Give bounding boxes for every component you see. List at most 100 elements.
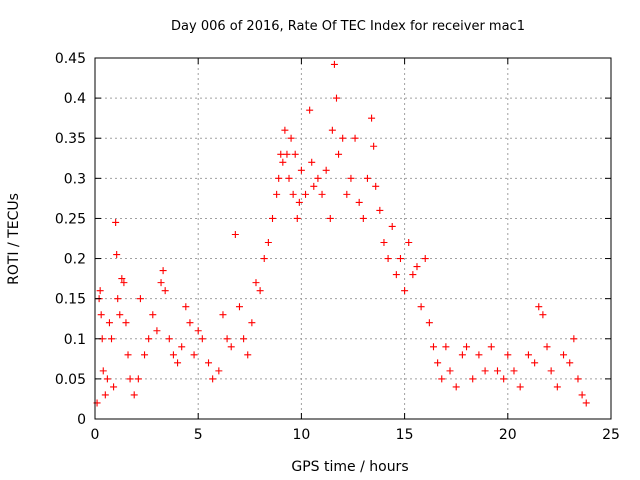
y-tick-label: 0.4 (64, 91, 86, 107)
data-point (289, 190, 297, 198)
data-point (277, 150, 285, 158)
data-point (355, 198, 363, 206)
data-point (198, 335, 206, 343)
data-point (244, 351, 252, 359)
data-point (113, 251, 121, 259)
chart-title: Day 006 of 2016, Rate Of TEC Index for r… (171, 19, 525, 34)
data-point (504, 351, 512, 359)
data-point (429, 343, 437, 351)
data-point (343, 190, 351, 198)
data-point (405, 239, 413, 247)
data-point (124, 351, 132, 359)
y-tick-label: 0.45 (55, 51, 86, 67)
data-point (281, 126, 289, 134)
data-point (149, 311, 157, 319)
data-point (434, 359, 442, 367)
data-point (231, 230, 239, 238)
data-point (535, 303, 543, 311)
data-point (370, 142, 378, 150)
data-point (108, 335, 116, 343)
data-point (235, 303, 243, 311)
data-point (105, 319, 113, 327)
data-point (136, 295, 144, 303)
data-point (500, 375, 508, 383)
data-point (493, 367, 501, 375)
data-point (264, 239, 272, 247)
data-point (516, 383, 524, 391)
data-point (578, 391, 586, 399)
data-point (421, 255, 429, 263)
x-tick-label: 25 (602, 427, 620, 443)
data-point (543, 343, 551, 351)
data-point (539, 311, 547, 319)
data-point (165, 335, 173, 343)
y-tick-label: 0 (77, 412, 86, 428)
y-axis-label: ROTI / TECUs (6, 193, 22, 285)
data-point (376, 206, 384, 214)
data-point (101, 391, 109, 399)
data-point (227, 343, 235, 351)
data-point (273, 190, 281, 198)
y-tick-label: 0.05 (55, 372, 86, 388)
data-point (291, 150, 299, 158)
data-point (126, 375, 134, 383)
x-tick-label: 5 (194, 427, 203, 443)
data-point (302, 190, 310, 198)
data-point (114, 295, 122, 303)
data-point (190, 351, 198, 359)
axis-ticks: 0 5 10 15 20 25 0 0.05 0.1 0.15 0.2 0.25 0.3 0.35 0.4 0… (55, 51, 620, 443)
data-point (97, 311, 105, 319)
data-point (287, 134, 295, 142)
data-point (310, 182, 318, 190)
data-point (99, 367, 107, 375)
data-point (161, 287, 169, 295)
data-point (122, 319, 130, 327)
y-tick-label: 0.15 (55, 292, 86, 308)
data-point (475, 351, 483, 359)
data-points (93, 60, 590, 407)
data-point (116, 311, 124, 319)
data-point (326, 214, 334, 222)
data-point (392, 271, 400, 279)
data-point (295, 198, 303, 206)
y-tick-label: 0.3 (64, 171, 86, 187)
data-point (219, 311, 227, 319)
data-point (332, 94, 340, 102)
data-point (574, 375, 582, 383)
data-point (118, 275, 126, 283)
x-axis-label: GPS time / hours (291, 459, 408, 475)
data-point (335, 150, 343, 158)
data-point (103, 375, 111, 383)
data-point (413, 263, 421, 271)
data-point (330, 60, 338, 68)
data-point (388, 222, 396, 230)
data-point (481, 367, 489, 375)
y-tick-label: 0.1 (64, 332, 86, 348)
data-point (275, 174, 283, 182)
data-point (260, 255, 268, 263)
data-point (293, 214, 301, 222)
data-point (351, 134, 359, 142)
data-point (205, 359, 213, 367)
y-tick-label: 0.35 (55, 131, 86, 147)
data-point (384, 255, 392, 263)
data-point (510, 367, 518, 375)
data-point (363, 174, 371, 182)
data-point (159, 267, 167, 275)
data-point (141, 351, 149, 359)
data-point (582, 399, 590, 407)
data-point (531, 359, 539, 367)
data-point (339, 134, 347, 142)
y-tick-label: 0.2 (64, 252, 86, 268)
data-point (297, 166, 305, 174)
data-point (178, 343, 186, 351)
data-point (194, 327, 202, 335)
data-point (240, 335, 248, 343)
data-point (120, 279, 128, 287)
data-point (248, 319, 256, 327)
data-point (553, 383, 561, 391)
data-point (308, 158, 316, 166)
data-point (446, 367, 454, 375)
data-point (463, 343, 471, 351)
